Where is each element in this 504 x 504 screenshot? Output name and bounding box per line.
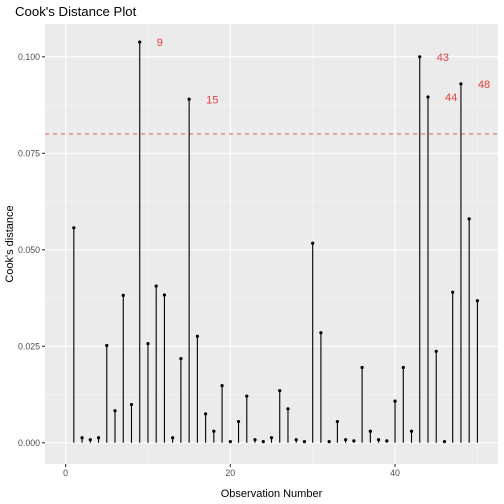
x-tick-label: 0 <box>63 468 68 478</box>
data-point <box>418 55 422 59</box>
data-point <box>393 399 397 403</box>
data-point <box>121 293 125 297</box>
data-point <box>434 349 438 353</box>
observation-label: 15 <box>206 94 218 106</box>
data-point <box>409 429 414 433</box>
data-point <box>129 402 134 407</box>
data-point <box>302 440 307 444</box>
y-axis: 0.000 0.025 0.050 0.075 0.100 <box>18 52 45 448</box>
data-point <box>401 365 405 370</box>
data-point <box>105 343 109 348</box>
observation-label: 44 <box>445 92 457 104</box>
data-point <box>80 436 84 440</box>
data-point <box>385 439 389 443</box>
data-point <box>179 357 183 361</box>
observation-label: 48 <box>478 79 490 91</box>
data-point <box>220 384 224 388</box>
data-point <box>228 440 232 444</box>
data-point <box>96 436 101 440</box>
observation-label: 9 <box>157 37 163 49</box>
major-grid <box>45 24 498 464</box>
stems <box>73 42 478 443</box>
data-point <box>187 97 191 101</box>
data-point <box>286 407 290 411</box>
data-point <box>261 440 265 444</box>
observation-labels: 9 15 43 44 48 <box>157 37 490 106</box>
data-point <box>294 438 298 442</box>
y-tick-label: 0.100 <box>18 52 40 62</box>
x-axis: 0 20 40 <box>63 464 400 478</box>
data-point <box>113 409 117 413</box>
data-point <box>459 82 463 86</box>
data-point <box>335 419 339 424</box>
data-point <box>319 331 323 335</box>
minor-grid <box>45 24 498 464</box>
data-point <box>72 226 76 230</box>
data-point <box>146 341 150 346</box>
data-point <box>212 429 216 433</box>
y-tick-label: 0.050 <box>18 245 40 255</box>
data-point <box>204 412 208 416</box>
data-point <box>344 438 348 442</box>
data-point <box>154 284 158 288</box>
data-point <box>360 365 364 370</box>
points <box>72 40 480 444</box>
x-axis-title: Observation Number <box>221 488 323 500</box>
data-point <box>442 440 447 444</box>
data-point <box>162 293 167 297</box>
data-point <box>138 40 142 44</box>
y-tick-label: 0.025 <box>18 341 40 351</box>
data-point <box>451 290 455 294</box>
data-point <box>467 217 471 221</box>
y-tick-label: 0.000 <box>18 438 40 448</box>
data-point <box>311 241 315 245</box>
y-axis-title: Cook's distance <box>4 205 16 282</box>
data-point <box>171 436 175 440</box>
data-point <box>327 440 331 444</box>
data-point <box>253 438 257 442</box>
data-point <box>245 394 249 398</box>
observation-label: 43 <box>437 52 449 64</box>
data-point <box>195 334 199 338</box>
data-point <box>368 429 372 433</box>
x-tick-label: 40 <box>390 468 400 478</box>
data-point <box>269 436 274 440</box>
data-point <box>352 439 356 443</box>
chart-title: Cook's Distance Plot <box>15 4 137 19</box>
data-point <box>88 438 92 442</box>
data-point <box>376 438 381 442</box>
y-tick-label: 0.075 <box>18 148 40 158</box>
data-point <box>426 95 430 99</box>
x-tick-label: 20 <box>225 468 235 478</box>
data-point <box>278 389 282 393</box>
data-point <box>475 299 480 303</box>
plot-panel <box>45 24 498 464</box>
data-point <box>236 419 241 424</box>
